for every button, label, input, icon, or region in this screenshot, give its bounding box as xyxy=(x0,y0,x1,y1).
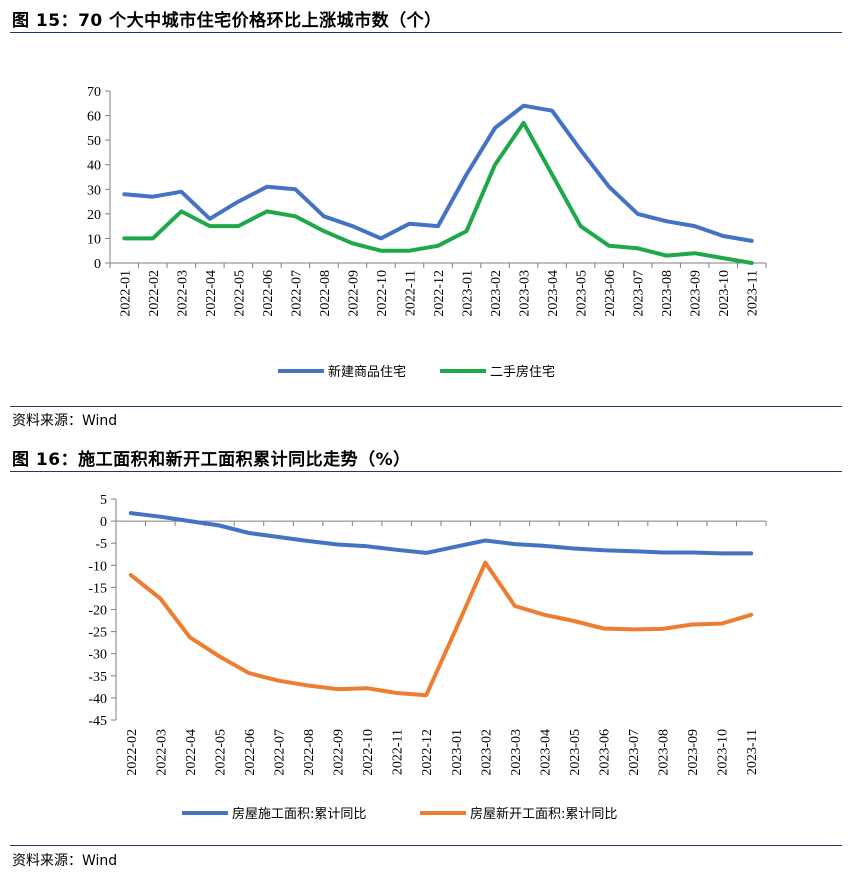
fig15-bottom-rule xyxy=(10,406,842,407)
x-tick-label: 2022-07 xyxy=(289,270,304,317)
x-tick-label: 2023-06 xyxy=(598,729,613,776)
x-tick-label: 2023-07 xyxy=(632,270,647,317)
x-tick-label: 2023-02 xyxy=(479,729,494,776)
y-tick-label: 0 xyxy=(100,515,107,530)
y-tick-label: 30 xyxy=(87,183,101,198)
x-tick-label: 2023-01 xyxy=(461,270,476,317)
fig15-title: 图 15：70 个大中城市住宅价格环比上涨城市数（个） xyxy=(12,11,442,31)
y-tick-label: -25 xyxy=(88,626,107,641)
x-tick-label: 2023-03 xyxy=(509,729,524,776)
y-tick-label: 5 xyxy=(100,493,107,508)
x-tick-label: 2022-10 xyxy=(361,729,376,776)
y-tick-label: -35 xyxy=(88,670,107,685)
y-tick-label: 10 xyxy=(87,232,101,247)
fig15-chart: 0 10 20 30 40 50 60 70 2022-01 2022-02 2022-03 2022… xyxy=(87,85,767,380)
x-tick-label: 2023-02 xyxy=(489,270,504,317)
x-tick-label: 2022-09 xyxy=(346,270,361,317)
x-tick-label: 2022-03 xyxy=(154,729,169,776)
x-tick-label: 2023-11 xyxy=(745,729,760,775)
x-tick-label: 2022-04 xyxy=(204,270,219,317)
x-tick-label: 2023-10 xyxy=(717,270,732,317)
fig16-bottom-rule xyxy=(10,845,842,846)
x-tick-label: 2022-07 xyxy=(273,729,288,776)
series-line-1 xyxy=(128,511,754,556)
x-tick-label: 2022-05 xyxy=(232,270,247,317)
legend-label-2: 房屋新开工面积:累计同比 xyxy=(470,806,617,822)
y-tick-label: 50 xyxy=(87,134,101,149)
fig15-top-rule xyxy=(10,32,842,33)
y-tick-label: -15 xyxy=(88,581,107,596)
x-tick-label: 2023-10 xyxy=(716,729,731,776)
y-tick-label: -20 xyxy=(88,604,107,619)
legend-label-1: 新建商品住宅 xyxy=(328,364,406,380)
y-tick-label: 70 xyxy=(87,85,101,100)
fig15-source: 资料来源：Wind xyxy=(12,413,118,429)
x-tick-label: 2022-11 xyxy=(391,729,406,775)
legend-label-2: 二手房住宅 xyxy=(490,364,555,380)
y-tick-label: -10 xyxy=(88,559,107,574)
x-tick-label: 2023-05 xyxy=(568,729,583,776)
x-tick-label: 2022-08 xyxy=(302,729,317,776)
y-tick-label: 40 xyxy=(87,159,101,174)
x-tick-label: 2022-02 xyxy=(147,270,162,317)
x-tick-label: 2023-05 xyxy=(575,270,590,317)
y-tick-label: -5 xyxy=(95,537,107,552)
x-tick-label: 2022-12 xyxy=(432,270,447,317)
x-tick-label: 2023-08 xyxy=(660,270,675,317)
x-tick-label: 2022-09 xyxy=(332,729,347,776)
y-tick-label: 20 xyxy=(87,208,101,223)
x-tick-label: 2022-12 xyxy=(420,729,435,776)
x-tick-label: 2022-04 xyxy=(184,729,199,776)
x-tick-label: 2022-08 xyxy=(318,270,333,317)
x-tick-label: 2023-06 xyxy=(603,270,618,317)
x-tick-label: 2023-04 xyxy=(538,729,553,776)
x-tick-label: 2022-03 xyxy=(175,270,190,317)
x-tick-label: 2022-06 xyxy=(243,729,258,776)
x-tick-label: 2022-06 xyxy=(261,270,276,317)
y-tick-label: 0 xyxy=(94,257,101,272)
fig16-title: 图 16：施工面积和新开工面积累计同比走势（%） xyxy=(12,450,411,470)
x-tick-label: 2023-09 xyxy=(686,729,701,776)
y-tick-label: -30 xyxy=(88,648,107,663)
y-tick-label: 60 xyxy=(87,110,101,125)
fig16-top-rule xyxy=(10,471,842,472)
x-tick-label: 2023-04 xyxy=(546,270,561,317)
y-tick-label: -45 xyxy=(88,714,107,729)
x-tick-label: 2023-11 xyxy=(746,270,761,316)
x-tick-label: 2022-11 xyxy=(403,270,418,316)
x-tick-label: 2022-01 xyxy=(118,270,133,317)
fig16-chart: 5 0 -5 -10 -15 -20 -25 -30 -35 -40 -45 2022-02 2022-… xyxy=(88,493,767,822)
x-tick-label: 2022-10 xyxy=(375,270,390,317)
x-tick-label: 2023-01 xyxy=(450,729,465,776)
y-tick-label: -40 xyxy=(88,692,107,707)
x-tick-label: 2023-07 xyxy=(627,729,642,776)
x-tick-label: 2023-03 xyxy=(518,270,533,317)
x-tick-label: 2023-09 xyxy=(689,270,704,317)
series-line-2 xyxy=(128,560,754,698)
x-tick-label: 2022-05 xyxy=(213,729,228,776)
series-line-1 xyxy=(122,103,754,243)
legend-label-1: 房屋施工面积:累计同比 xyxy=(232,806,366,822)
series-line-2 xyxy=(122,120,754,265)
fig16-source: 资料来源：Wind xyxy=(12,853,118,869)
x-tick-label: 2023-08 xyxy=(657,729,672,776)
x-tick-label: 2022-02 xyxy=(125,729,140,776)
